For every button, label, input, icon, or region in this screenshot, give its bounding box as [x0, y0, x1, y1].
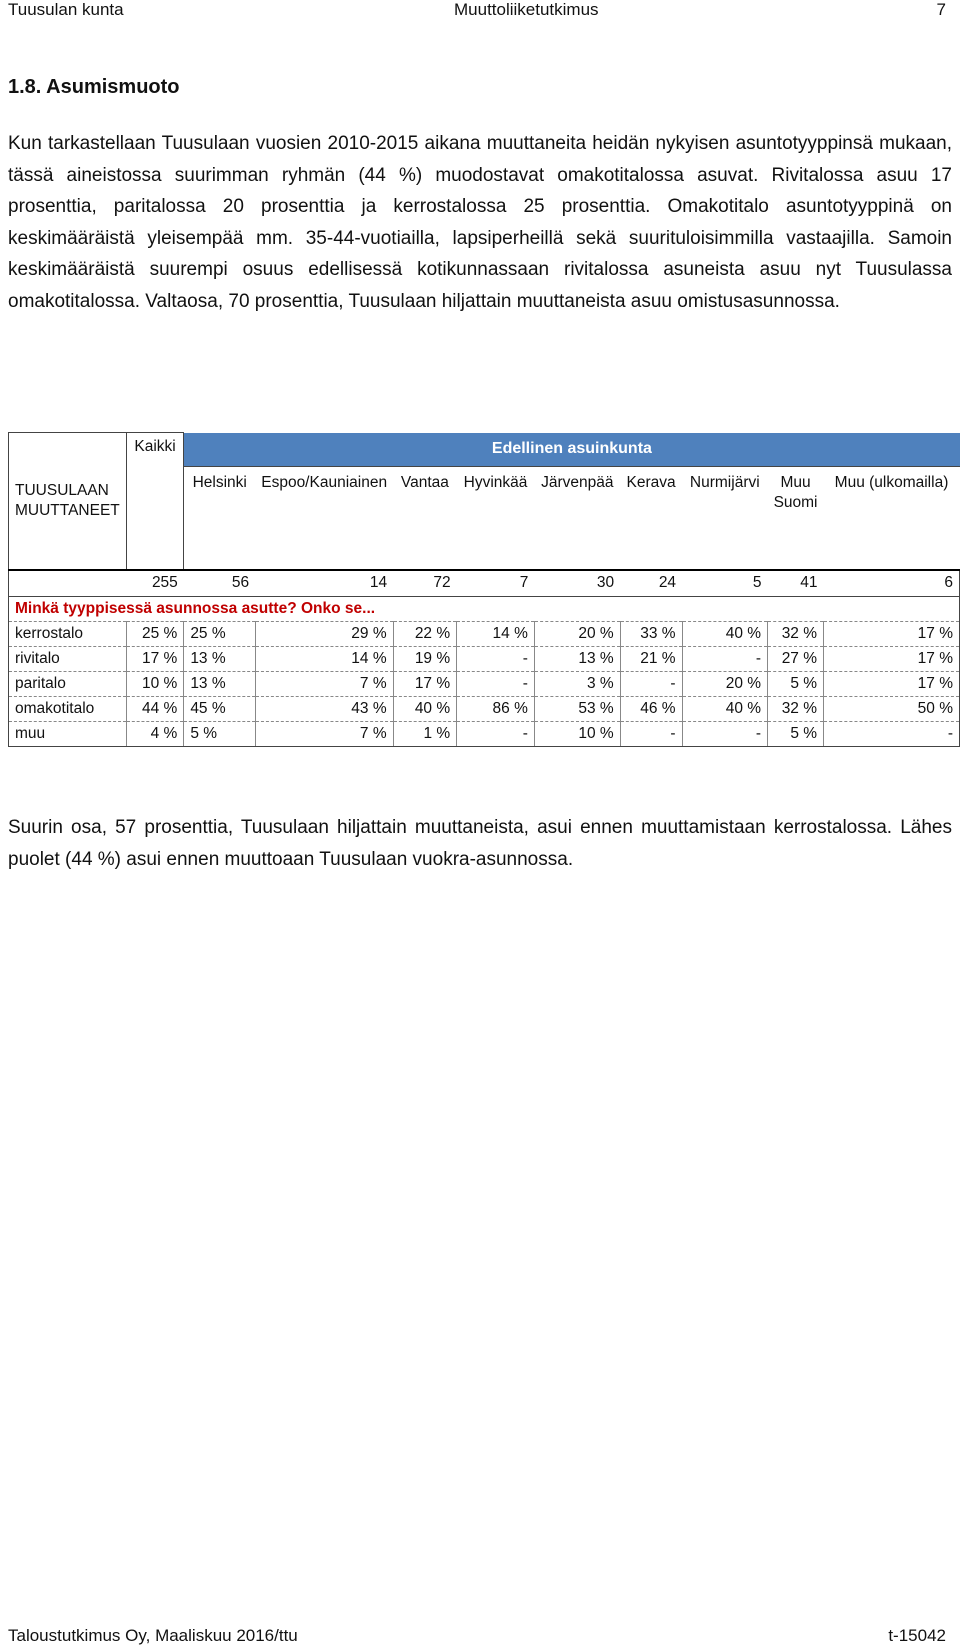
- value-cell: -: [456, 671, 535, 697]
- value-cell: 32 %: [767, 621, 824, 647]
- value-cell: 5 %: [183, 721, 256, 747]
- column-header: Helsinki: [183, 465, 256, 570]
- value-cell: 33 %: [619, 621, 683, 647]
- header-page-number: 7: [936, 0, 946, 19]
- value-cell: 14 %: [254, 646, 394, 672]
- table-row: muu 4 % 5 % 7 % 1 % -10 % - -5 % -: [8, 721, 960, 747]
- header-organization: Tuusulan kunta: [8, 0, 124, 19]
- value-cell: 20 %: [681, 671, 768, 697]
- column-header: Muu (ulkomailla): [823, 465, 960, 570]
- value-cell: 53 %: [533, 696, 621, 722]
- value-cell: 13 %: [183, 646, 256, 672]
- value-cell: 25 %: [183, 621, 256, 647]
- value-cell: 5 %: [767, 721, 824, 747]
- value-cell: 10 %: [125, 671, 184, 697]
- value-cell: 14 %: [456, 621, 535, 647]
- row-label: kerrostalo: [8, 621, 127, 647]
- header-document-title: Muuttoliiketutkimus: [454, 0, 599, 19]
- table-total-header: Kaikki: [125, 432, 185, 570]
- value-cell: 44 %: [125, 696, 184, 722]
- value-cell: 19 %: [392, 646, 457, 672]
- value-cell: -: [681, 721, 768, 747]
- sample-size-cell: 56: [183, 568, 256, 597]
- value-cell: 10 %: [533, 721, 621, 747]
- survey-question: Minkä tyyppisessä asunnossa asutte? Onko…: [8, 596, 960, 622]
- value-cell: 4 %: [125, 721, 184, 747]
- value-cell: 22 %: [392, 621, 457, 647]
- value-cell: 25 %: [125, 621, 184, 647]
- value-cell: -: [619, 721, 683, 747]
- value-cell: 20 %: [533, 621, 621, 647]
- column-header: Nurmijärvi: [682, 465, 768, 570]
- value-cell: 17 %: [823, 646, 960, 672]
- value-cell: 40 %: [681, 696, 768, 722]
- value-cell: 21 %: [619, 646, 683, 672]
- value-cell: 5 %: [767, 671, 824, 697]
- value-cell: 32 %: [767, 696, 824, 722]
- column-header: Espoo/Kauniainen: [255, 465, 394, 570]
- value-cell: 17 %: [823, 621, 960, 647]
- value-cell: -: [619, 671, 683, 697]
- value-cell: 13 %: [183, 671, 256, 697]
- sample-size-cell: 255: [126, 568, 184, 597]
- row-label: muu: [8, 721, 127, 747]
- page-header: Tuusulan kunta Muuttoliiketutkimus 7: [8, 0, 952, 22]
- value-cell: 43 %: [254, 696, 394, 722]
- table-row: rivitalo 17 % 13 % 14 % 19 % -13 % 21 % -27 % 17…: [8, 646, 960, 672]
- value-cell: 7 %: [254, 721, 394, 747]
- table-row: paritalo 10 % 13 % 7 % 17 % -3 % -20 % 5 % 17 %: [8, 671, 960, 697]
- sample-size-row: 255 56 14 72 7 30 24 5 41 6: [8, 568, 960, 597]
- section-title: 1.8. Asumismuoto: [8, 76, 180, 98]
- footer-document-code: t-15042: [888, 1626, 946, 1645]
- sample-size-label: [8, 568, 127, 597]
- previous-municipality-header: Edellinen asuinkunta: [183, 432, 960, 466]
- value-cell: -: [456, 646, 535, 672]
- question-row: Minkä tyyppisessä asunnossa asutte? Onko…: [8, 596, 960, 622]
- table-label-header: TUUSULAAN MUUTTANEET: [8, 432, 127, 570]
- footer-publisher: Taloustutkimus Oy, Maaliskuu 2016/ttu: [8, 1626, 298, 1645]
- value-cell: 40 %: [681, 621, 768, 647]
- value-cell: -: [681, 646, 768, 672]
- column-header: Muu Suomi: [767, 465, 824, 570]
- value-cell: 17 %: [823, 671, 960, 697]
- value-cell: 17 %: [392, 671, 457, 697]
- value-cell: 29 %: [254, 621, 394, 647]
- row-label: paritalo: [8, 671, 127, 697]
- housing-type-table: TUUSULAAN MUUTTANEET Kaikki Edellinen as…: [8, 432, 960, 747]
- value-cell: 50 %: [823, 696, 960, 722]
- sample-size-cell: 14: [255, 568, 394, 597]
- value-cell: 17 %: [125, 646, 184, 672]
- sample-size-cell: 6: [823, 568, 960, 597]
- value-cell: 40 %: [392, 696, 457, 722]
- sample-size-cell: 30: [534, 568, 621, 597]
- row-label: omakotitalo: [8, 696, 127, 722]
- column-header: Hyvinkää: [456, 465, 535, 570]
- table-row: kerrostalo 25 % 25 % 29 % 22 % 14 % 20 % 33 % 40…: [8, 621, 960, 647]
- value-cell: 13 %: [533, 646, 621, 672]
- sample-size-cell: 5: [682, 568, 768, 597]
- value-cell: 46 %: [619, 696, 683, 722]
- sample-size-cell: 7: [456, 568, 535, 597]
- value-cell: 1 %: [392, 721, 457, 747]
- column-header-row: Helsinki Espoo/Kauniainen Vantaa Hyvinkä…: [9, 465, 960, 570]
- table-row: omakotitalo 44 % 45 % 43 % 40 % 86 % 53 % 46 % 4…: [8, 696, 960, 722]
- column-header: Kerava: [620, 465, 683, 570]
- column-header: Järvenpää: [534, 465, 621, 570]
- row-label: rivitalo: [8, 646, 127, 672]
- value-cell: 3 %: [533, 671, 621, 697]
- value-cell: 27 %: [767, 646, 824, 672]
- sample-size-cell: 72: [393, 568, 457, 597]
- value-cell: -: [456, 721, 535, 747]
- sample-size-cell: 41: [767, 568, 824, 597]
- sample-size-cell: 24: [620, 568, 683, 597]
- value-cell: -: [823, 721, 960, 747]
- value-cell: 7 %: [254, 671, 394, 697]
- value-cell: 86 %: [456, 696, 535, 722]
- column-header: Vantaa: [393, 465, 457, 570]
- value-cell: 45 %: [183, 696, 256, 722]
- intro-paragraph: Kun tarkastellaan Tuusulaan vuosien 2010…: [8, 133, 952, 312]
- closing-paragraph: Suurin osa, 57 prosenttia, Tuusulaan hil…: [8, 817, 952, 870]
